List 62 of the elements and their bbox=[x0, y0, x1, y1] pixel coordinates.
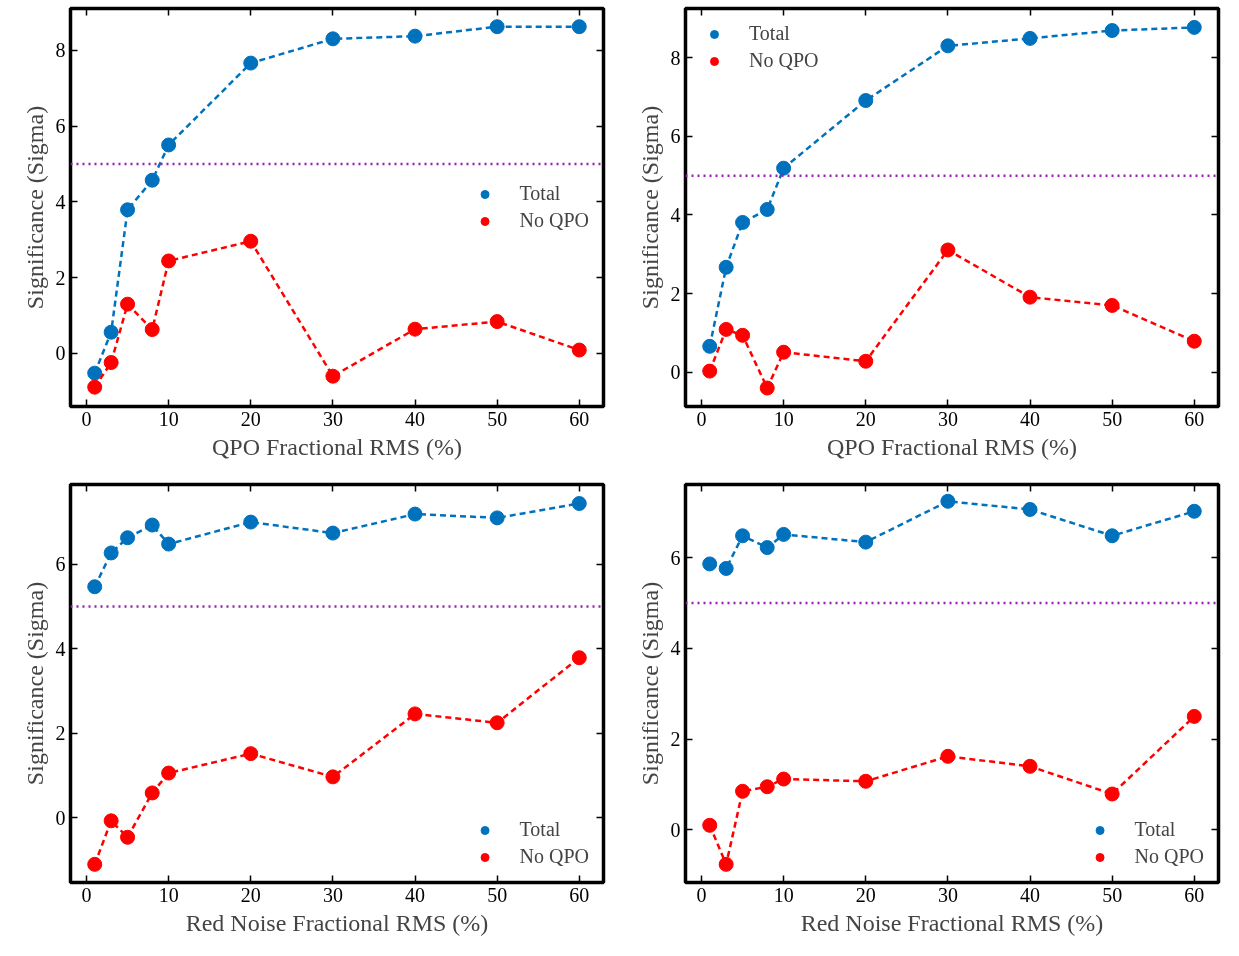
x-tick-label: 50 bbox=[1102, 407, 1123, 430]
legend-label: Total bbox=[1134, 818, 1176, 841]
x-tick-label: 10 bbox=[773, 883, 794, 906]
legend-label: Total bbox=[519, 818, 561, 841]
y-tick-label: 8 bbox=[55, 39, 66, 62]
x-tick-label: 10 bbox=[158, 883, 179, 906]
x-tick-label: 40 bbox=[1020, 407, 1041, 430]
x-tick-label: 20 bbox=[240, 407, 261, 430]
y-tick-label: 2 bbox=[670, 282, 681, 305]
y-axis-title: Significance (Sigma) bbox=[21, 105, 48, 310]
x-axis-title: QPO Fractional RMS (%) bbox=[212, 433, 462, 460]
y-tick-label: 0 bbox=[55, 342, 66, 365]
x-axis-title: Red Noise Fractional RMS (%) bbox=[800, 909, 1104, 936]
x-tick-label: 20 bbox=[240, 883, 261, 906]
x-tick-label: 40 bbox=[405, 883, 426, 906]
x-tick-label: 60 bbox=[569, 883, 590, 906]
x-tick-label: 60 bbox=[1184, 883, 1205, 906]
x-tick-label: 30 bbox=[322, 883, 343, 906]
y-tick-label: 4 bbox=[55, 190, 66, 213]
x-tick-label: 60 bbox=[1184, 407, 1205, 430]
y-tick-label: 6 bbox=[55, 553, 66, 576]
y-axis-title: Significance (Sigma) bbox=[636, 581, 663, 786]
legend-label: No QPO bbox=[1134, 845, 1204, 868]
x-axis-title: QPO Fractional RMS (%) bbox=[827, 433, 1077, 460]
legend-label: Total bbox=[749, 22, 790, 45]
y-tick-label: 4 bbox=[55, 637, 66, 660]
y-tick-label: 0 bbox=[55, 806, 66, 829]
x-tick-label: 50 bbox=[1102, 883, 1123, 906]
x-tick-label: 0 bbox=[696, 883, 707, 906]
y-tick-label: 8 bbox=[670, 46, 681, 69]
x-tick-label: 10 bbox=[158, 407, 179, 430]
x-tick-label: 30 bbox=[322, 407, 343, 430]
x-tick-label: 50 bbox=[487, 883, 508, 906]
x-tick-label: 20 bbox=[855, 407, 876, 430]
x-tick-label: 0 bbox=[81, 883, 92, 906]
legend-label: Total bbox=[519, 182, 561, 205]
y-tick-label: 4 bbox=[670, 637, 681, 660]
y-tick-label: 2 bbox=[670, 728, 681, 751]
y-tick-label: 0 bbox=[670, 818, 681, 841]
legend-label: No QPO bbox=[519, 845, 589, 868]
x-tick-label: 20 bbox=[855, 883, 876, 906]
legend-label: No QPO bbox=[749, 49, 819, 72]
y-tick-label: 2 bbox=[55, 266, 66, 289]
x-tick-label: 30 bbox=[937, 407, 958, 430]
x-tick-label: 40 bbox=[1020, 883, 1041, 906]
x-tick-label: 50 bbox=[487, 407, 508, 430]
x-tick-label: 0 bbox=[696, 407, 707, 430]
y-axis-title: Significance (Sigma) bbox=[636, 105, 663, 310]
y-tick-label: 6 bbox=[670, 125, 681, 148]
y-tick-label: 4 bbox=[670, 203, 681, 226]
y-tick-label: 2 bbox=[55, 722, 66, 745]
y-tick-label: 6 bbox=[670, 546, 681, 569]
legend-label: No QPO bbox=[519, 209, 589, 232]
x-tick-label: 10 bbox=[773, 407, 794, 430]
x-tick-label: 0 bbox=[81, 407, 92, 430]
y-tick-label: 0 bbox=[670, 361, 681, 384]
y-axis-title: Significance (Sigma) bbox=[21, 581, 48, 786]
x-axis-title: Red Noise Fractional RMS (%) bbox=[185, 909, 489, 936]
x-tick-label: 60 bbox=[569, 407, 590, 430]
x-tick-label: 30 bbox=[937, 883, 958, 906]
y-tick-label: 6 bbox=[55, 115, 66, 137]
x-tick-label: 40 bbox=[405, 407, 426, 430]
